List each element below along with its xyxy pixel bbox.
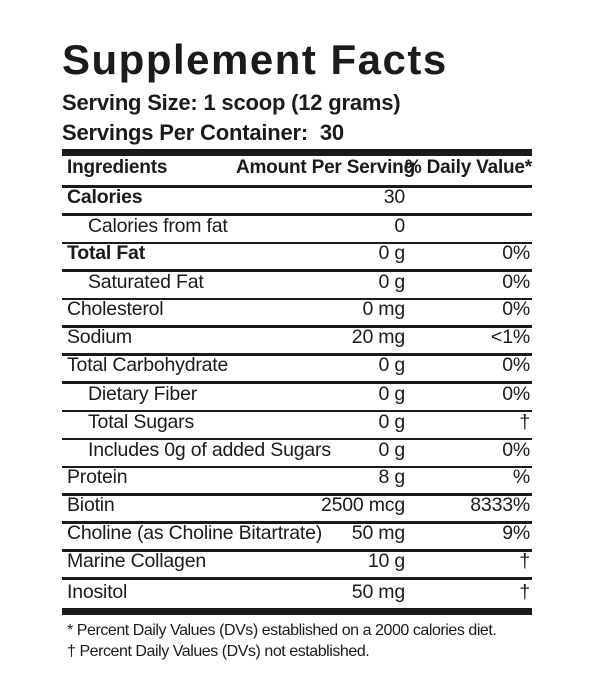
nutrient-row-protein: Protein 8 g%	[62, 466, 532, 496]
nutrient-row-saturated-fat: Saturated Fat 0 g 0%	[62, 271, 532, 300]
nutrient-row-calories-from-fat: Calories from fat 0	[62, 215, 532, 244]
supplement-facts-label: Supplement Facts Serving Size: 1 scoop (…	[62, 36, 532, 662]
nutrient-daily-value: 0%	[502, 271, 530, 293]
nutrient-name: Protein	[67, 466, 128, 488]
nutrient-name: Total Sugars	[88, 411, 194, 433]
nutrient-name: Biotin	[67, 494, 115, 516]
nutrient-amount: 30	[383, 186, 405, 208]
nutrient-amount: 0 g	[378, 242, 405, 264]
nutrient-row-sodium: Sodium 20 mg <1%	[62, 326, 532, 356]
nutrient-amount: 10 g	[367, 550, 405, 572]
nutrient-name: Calories from fat	[88, 215, 228, 237]
nutrient-daily-value: 0%	[502, 298, 530, 320]
nutrient-amount: 0 g	[378, 439, 405, 461]
header-amount-per-serving: Amount Per Serving	[235, 157, 415, 178]
nutrient-row-calories: Calories 30	[62, 186, 532, 216]
nutrient-amount: 0 g	[378, 271, 405, 293]
nutrient-amount: 8 g	[378, 466, 405, 488]
nutrient-name: Total Carbohydrate	[67, 354, 229, 376]
nutrient-amount: 2500 mcg	[320, 494, 405, 516]
nutrient-row-dietary-fiber: Dietary Fiber 0 g 0%	[62, 383, 532, 412]
nutrient-name: Marine Collagen	[67, 550, 206, 572]
nutrient-daily-value: 0%	[502, 242, 530, 264]
nutrient-row-marine-collagen: Marine Collagen 10 g †	[62, 550, 532, 580]
nutrient-row-biotin: Biotin 2500 mcg 8333%	[62, 494, 532, 524]
nutrient-daily-value: †	[519, 550, 530, 572]
nutrient-name: Calories	[67, 186, 143, 208]
nutrient-name: Saturated Fat	[88, 271, 204, 293]
nutrient-name: Total Fat	[67, 242, 145, 264]
serving-size-text: Serving Size: 1 scoop (12 grams)	[62, 90, 401, 115]
label-title: Supplement Facts	[62, 36, 448, 83]
nutrient-name: Dietary Fiber	[88, 383, 198, 405]
nutrient-daily-value: <1%	[491, 326, 530, 348]
nutrient-daily-value: 0%	[502, 439, 530, 461]
nutrient-amount: 50 mg	[351, 581, 405, 603]
nutrient-row-inositol: Inositol 50 mg †	[62, 580, 532, 608]
nutrient-table-body: Calories 30 Calories from fat 0 Total Fat 0 g…	[62, 186, 532, 608]
nutrient-amount: 20 mg	[351, 326, 405, 348]
nutrient-daily-value: 9%	[502, 522, 530, 544]
nutrient-amount: 0 mg	[362, 298, 405, 320]
nutrient-daily-value: 8333%	[470, 494, 530, 516]
nutrient-name: Cholesterol	[67, 298, 164, 320]
nutrient-name: Choline (as Choline Bitartrate)	[67, 522, 323, 544]
footnote-dv-not-established: † Percent Daily Values (DVs) not establi…	[67, 643, 370, 660]
nutrient-amount: 0	[394, 215, 405, 237]
servings-per-container-text: Servings Per Container: 30	[62, 120, 344, 145]
nutrient-amount: 0 g	[378, 411, 405, 433]
nutrient-row-total-sugars: Total Sugars 0 g †	[62, 411, 532, 440]
nutrient-daily-value: †	[519, 581, 530, 603]
header-daily-value: % Daily Value*	[404, 157, 532, 178]
table-header-row: Ingredients Amount Per Serving % Daily V…	[62, 156, 532, 188]
nutrient-amount: 0 g	[378, 383, 405, 405]
nutrient-row-choline-as-choline-bitartrate: Choline (as Choline Bitartrate) 50 mg 9%	[62, 522, 532, 552]
nutrient-name: Sodium	[67, 326, 132, 348]
top-divider-bar	[62, 149, 532, 156]
bottom-divider-bar	[62, 608, 532, 615]
nutrient-daily-value: %	[512, 466, 530, 488]
nutrient-row-total-carbohydrate: Total Carbohydrate 0 g 0%	[62, 354, 532, 384]
footnotes: * Percent Daily Values (DVs) established…	[62, 620, 532, 662]
nutrient-daily-value: 0%	[502, 354, 530, 376]
nutrient-row-includes-0g-of-added-sugars: Includes 0g of added Sugars 0 g 0%	[62, 439, 532, 468]
nutrient-name: Inositol	[67, 581, 128, 603]
nutrient-amount: 50 mg	[351, 522, 405, 544]
nutrient-row-total-fat: Total Fat 0 g 0%	[62, 242, 532, 272]
nutrient-daily-value: †	[519, 411, 530, 433]
footnote-dv-established: * Percent Daily Values (DVs) established…	[67, 622, 497, 639]
header-ingredients: Ingredients	[67, 157, 168, 178]
nutrient-amount: 0 g	[378, 354, 405, 376]
nutrient-daily-value: 0%	[502, 383, 530, 405]
nutrient-name: Includes 0g of added Sugars	[88, 439, 331, 461]
nutrient-row-cholesterol: Cholesterol 0 mg 0%	[62, 298, 532, 328]
